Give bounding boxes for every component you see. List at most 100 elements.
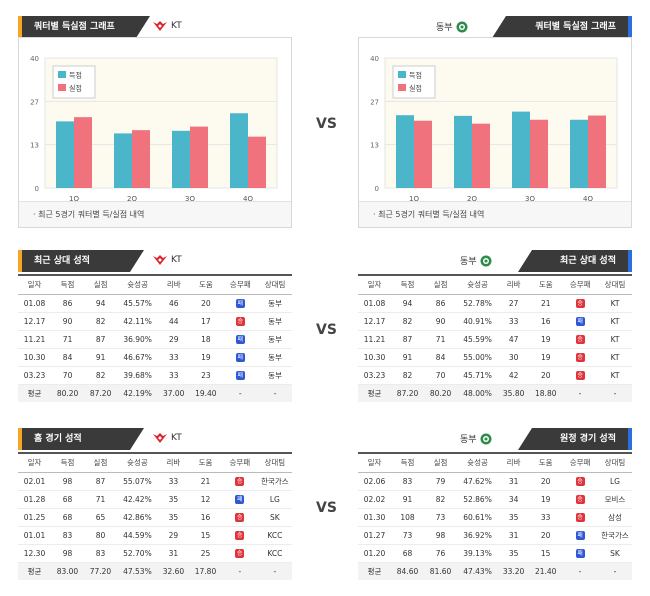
bar-conceded [530, 119, 548, 188]
table-cell: 90 [424, 312, 458, 331]
bar-scored [114, 133, 132, 188]
table-cell: 94 [84, 294, 118, 313]
bar-conceded [588, 115, 606, 188]
table-cell: 10.30 [18, 348, 52, 367]
column-header: 승무패 [222, 276, 259, 295]
table-cell: 31 [498, 472, 530, 491]
x-tick-label: 4Q [583, 195, 593, 202]
table-cell: KCC [257, 526, 292, 545]
result-badge: 승 [235, 531, 245, 540]
right-team-label: 동부 [436, 20, 468, 33]
table-cell: 동부 [258, 348, 292, 367]
table-cell: 33 [158, 366, 190, 385]
bar-scored [512, 111, 530, 188]
table-cell: 21 [529, 294, 563, 313]
table-cell: 01.27 [358, 526, 392, 545]
column-header: 슛성공 [116, 454, 158, 473]
table-cell: 48.00% [457, 384, 499, 402]
right-section-title: 최근 상대 성적 [518, 250, 632, 272]
table-cell: 19 [189, 348, 223, 367]
right-section-header: 동부 최근 상대 성적 [358, 250, 632, 272]
result-badge: 승 [235, 477, 245, 486]
column-header: 리바 [157, 454, 189, 473]
table-cell: 12.17 [358, 312, 392, 331]
result-cell: 패 [562, 526, 598, 545]
bar-conceded [132, 130, 150, 188]
table-row: 03.23 82 70 45.71% 42 20 승 KT [358, 366, 632, 385]
table-cell: 44 [158, 312, 190, 331]
column-header: 슛성공 [457, 454, 498, 473]
table-cell: 18.80 [529, 384, 563, 402]
table-cell: 15 [529, 544, 563, 563]
table-cell: 평균 [18, 562, 51, 580]
table-cell: 35 [498, 508, 530, 527]
y-tick-label: 0 [375, 185, 379, 193]
table-cell: 98 [50, 544, 84, 563]
table-cell: 삼성 [597, 508, 632, 527]
table-cell: 52.86% [457, 490, 498, 509]
result-cell: 승 [562, 490, 598, 509]
vs-label-top: VS [316, 116, 337, 132]
table-cell: 87 [84, 330, 118, 349]
kt-logo-icon [153, 433, 167, 443]
result-badge: 패 [235, 299, 245, 308]
kt-logo-icon [153, 255, 167, 265]
result-cell: 승 [562, 472, 598, 491]
table-cell: 70 [424, 366, 458, 385]
table-cell: 동부 [258, 312, 292, 331]
table-cell: - [258, 384, 292, 402]
table-row: 12.30 98 83 52.70% 31 25 승 KCC [18, 544, 292, 563]
table-row: 11.21 71 87 36.90% 29 18 패 동부 [18, 330, 292, 349]
table-cell: 01.01 [18, 526, 51, 545]
table-cell: 82 [84, 312, 118, 331]
table-cell: 10.30 [358, 348, 392, 367]
table-cell: 12.30 [18, 544, 51, 563]
table-row: 01.08 86 94 45.57% 46 20 패 동부 [18, 294, 292, 313]
result-badge: 승 [575, 371, 585, 380]
table-cell: 82 [84, 366, 118, 385]
table-cell: 108 [391, 508, 425, 527]
table-cell: 80 [83, 526, 117, 545]
result-cell: 승 [562, 366, 599, 385]
table-cell: 36.90% [117, 330, 159, 349]
left-section-title: 홈 경기 성적 [18, 428, 144, 450]
table-cell: 76 [424, 544, 458, 563]
column-header: 실점 [424, 276, 458, 295]
x-tick-label: 4Q [243, 195, 253, 202]
table-cell: 36.92% [457, 526, 498, 545]
table-row: 01.27 73 98 36.92% 31 20 패 한국가스 [358, 526, 632, 545]
bar-scored [230, 113, 248, 188]
left-stats-table: 일자 득점 실점 슛성공 리바 도움 승무패 상대팀 01.08 86 94 45.57% 46 20 패 동… [18, 274, 292, 402]
table-row: 02.06 83 79 47.62% 31 20 승 LG [358, 472, 632, 491]
table-cell: KT [598, 348, 632, 367]
table-cell: 65 [83, 508, 117, 527]
result-cell: 승 [562, 330, 599, 349]
table-cell: 20 [529, 366, 563, 385]
left-section-team-name: KT [171, 255, 182, 265]
table-cell: 79 [424, 472, 458, 491]
right-stats-table: 일자 득점 실점 슛성공 리바 도움 승무패 상대팀 01.08 94 86 52.78% 27 21 승 K… [358, 274, 632, 402]
table-cell: 한국가스 [597, 526, 632, 545]
table-cell: 39.68% [117, 366, 159, 385]
result-badge: 패 [235, 353, 245, 362]
table-cell: 83 [50, 526, 84, 545]
right-chart-footnote: · 최근 5경기 쿼터별 득/실점 내역 [359, 201, 631, 227]
legend-swatch [398, 84, 406, 91]
right-quarter-graph-header: 동부 쿼터별 득실점 그래프 [358, 16, 632, 38]
table-row: 11.21 87 71 45.59% 47 19 승 KT [358, 330, 632, 349]
table-cell: 동부 [258, 366, 292, 385]
table-cell: 35 [157, 508, 189, 527]
y-tick-label: 40 [30, 55, 39, 63]
table-cell: 02.06 [358, 472, 392, 491]
result-badge: 승 [575, 477, 585, 486]
column-header: 실점 [84, 276, 118, 295]
table-cell: 47.43% [457, 562, 498, 580]
result-badge: 패 [575, 317, 585, 326]
table-cell: 47 [498, 330, 530, 349]
table-cell: 44.59% [116, 526, 158, 545]
column-header: 일자 [18, 276, 52, 295]
table-cell: 68 [50, 490, 84, 509]
column-header: 도움 [529, 276, 563, 295]
legend-label: 실점 [409, 84, 422, 93]
column-header: 일자 [358, 276, 392, 295]
